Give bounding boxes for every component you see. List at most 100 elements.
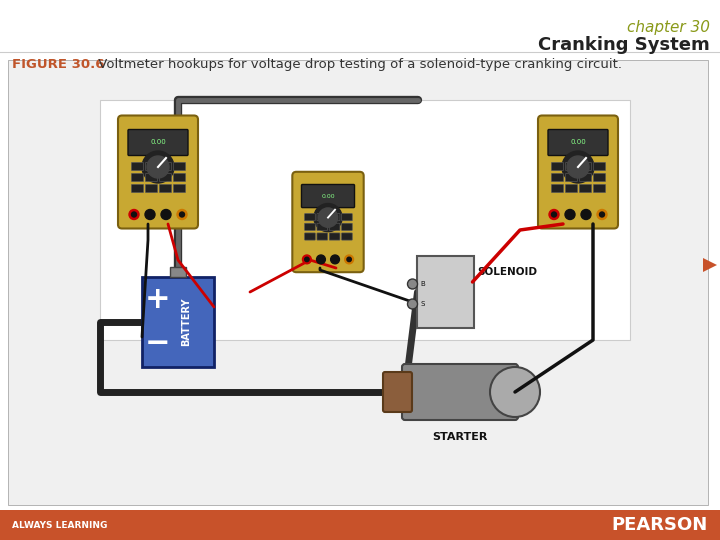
Circle shape: [314, 204, 342, 232]
FancyBboxPatch shape: [329, 223, 340, 231]
Text: ALWAYS LEARNING: ALWAYS LEARNING: [12, 521, 107, 530]
Text: B: B: [420, 281, 426, 287]
Polygon shape: [703, 258, 717, 272]
FancyBboxPatch shape: [174, 173, 186, 181]
Circle shape: [319, 257, 323, 261]
FancyBboxPatch shape: [100, 100, 630, 340]
Circle shape: [317, 255, 325, 264]
FancyBboxPatch shape: [128, 130, 188, 156]
FancyBboxPatch shape: [292, 172, 364, 272]
FancyBboxPatch shape: [580, 185, 592, 192]
FancyBboxPatch shape: [160, 163, 171, 171]
Text: 0.00: 0.00: [321, 193, 335, 199]
FancyBboxPatch shape: [8, 60, 708, 505]
Circle shape: [549, 210, 559, 219]
FancyBboxPatch shape: [565, 173, 577, 181]
Circle shape: [305, 257, 309, 261]
FancyBboxPatch shape: [341, 233, 352, 240]
Circle shape: [142, 151, 174, 183]
Circle shape: [408, 279, 418, 289]
FancyBboxPatch shape: [170, 267, 186, 277]
FancyBboxPatch shape: [538, 116, 618, 228]
Circle shape: [345, 255, 354, 264]
Text: FIGURE 30.6: FIGURE 30.6: [12, 58, 104, 71]
FancyBboxPatch shape: [305, 233, 315, 240]
FancyBboxPatch shape: [132, 163, 143, 171]
Text: STARTER: STARTER: [432, 432, 487, 442]
Circle shape: [565, 210, 575, 219]
FancyBboxPatch shape: [118, 116, 198, 228]
Circle shape: [597, 210, 607, 219]
FancyBboxPatch shape: [341, 223, 352, 231]
FancyBboxPatch shape: [132, 173, 143, 181]
Circle shape: [581, 210, 591, 219]
Circle shape: [552, 212, 557, 217]
FancyBboxPatch shape: [593, 163, 606, 171]
Circle shape: [408, 299, 418, 309]
FancyBboxPatch shape: [329, 233, 340, 240]
FancyBboxPatch shape: [132, 185, 143, 192]
Circle shape: [330, 255, 339, 264]
FancyBboxPatch shape: [565, 163, 577, 171]
FancyBboxPatch shape: [145, 163, 158, 171]
FancyBboxPatch shape: [552, 173, 564, 181]
Text: PEARSON: PEARSON: [612, 516, 708, 534]
FancyBboxPatch shape: [174, 185, 186, 192]
Text: 0.00: 0.00: [570, 139, 586, 145]
FancyBboxPatch shape: [402, 364, 518, 420]
Text: SOLENOID: SOLENOID: [477, 267, 538, 277]
FancyBboxPatch shape: [317, 223, 328, 231]
Text: +: +: [145, 286, 171, 314]
FancyBboxPatch shape: [302, 185, 354, 207]
FancyBboxPatch shape: [552, 163, 564, 171]
FancyBboxPatch shape: [174, 163, 186, 171]
Circle shape: [145, 210, 155, 219]
FancyBboxPatch shape: [329, 214, 340, 221]
Circle shape: [132, 212, 137, 217]
FancyBboxPatch shape: [580, 163, 592, 171]
Text: −: −: [145, 329, 171, 359]
Circle shape: [147, 156, 169, 178]
FancyBboxPatch shape: [160, 173, 171, 181]
Text: Voltmeter hookups for voltage drop testing of a solenoid-type cranking circuit.: Voltmeter hookups for voltage drop testi…: [94, 58, 622, 71]
FancyBboxPatch shape: [565, 185, 577, 192]
Circle shape: [179, 212, 184, 217]
Circle shape: [562, 151, 594, 183]
FancyBboxPatch shape: [317, 233, 328, 240]
Text: 0.00: 0.00: [150, 139, 166, 145]
FancyBboxPatch shape: [552, 185, 564, 192]
FancyBboxPatch shape: [593, 185, 606, 192]
FancyBboxPatch shape: [305, 223, 315, 231]
FancyBboxPatch shape: [317, 214, 328, 221]
FancyBboxPatch shape: [593, 173, 606, 181]
Circle shape: [583, 212, 588, 217]
FancyBboxPatch shape: [160, 185, 171, 192]
Circle shape: [163, 212, 168, 217]
Circle shape: [177, 210, 187, 219]
FancyBboxPatch shape: [383, 372, 412, 412]
Circle shape: [148, 212, 153, 217]
Circle shape: [490, 367, 540, 417]
Circle shape: [567, 156, 589, 178]
Text: BATTERY: BATTERY: [181, 298, 191, 346]
FancyBboxPatch shape: [580, 173, 592, 181]
Circle shape: [333, 257, 337, 261]
FancyBboxPatch shape: [416, 256, 474, 328]
Circle shape: [600, 212, 605, 217]
Circle shape: [318, 208, 338, 227]
FancyBboxPatch shape: [145, 173, 158, 181]
FancyBboxPatch shape: [142, 277, 214, 367]
FancyBboxPatch shape: [548, 130, 608, 156]
Circle shape: [161, 210, 171, 219]
Text: S: S: [420, 301, 425, 307]
Text: Cranking System: Cranking System: [539, 36, 710, 54]
FancyBboxPatch shape: [305, 214, 315, 221]
Text: chapter 30: chapter 30: [627, 20, 710, 35]
FancyBboxPatch shape: [145, 185, 158, 192]
Circle shape: [129, 210, 139, 219]
Circle shape: [347, 257, 351, 261]
Circle shape: [302, 255, 311, 264]
Circle shape: [567, 212, 572, 217]
FancyBboxPatch shape: [0, 510, 720, 540]
FancyBboxPatch shape: [341, 214, 352, 221]
